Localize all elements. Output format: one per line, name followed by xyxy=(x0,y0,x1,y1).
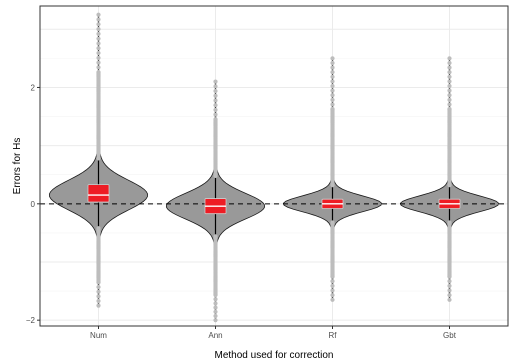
outlier-point xyxy=(213,112,218,117)
outlier-point xyxy=(447,65,452,70)
outlier-point xyxy=(330,279,335,284)
x-axis-title: Method used for correction xyxy=(215,350,334,361)
outlier-point xyxy=(213,301,218,306)
outlier-point xyxy=(96,294,101,299)
outlier-point xyxy=(213,297,218,302)
y-tick-label: 0 xyxy=(31,200,36,209)
outlier-point xyxy=(330,274,335,279)
outlier-point xyxy=(96,289,101,294)
outlier-point xyxy=(213,93,218,98)
outliers-ann xyxy=(213,79,218,323)
outlier-point xyxy=(96,36,101,41)
outlier-point xyxy=(447,79,452,84)
outlier-point xyxy=(330,70,335,75)
outlier-point xyxy=(96,55,101,60)
outlier-point xyxy=(330,288,335,293)
outlier-point xyxy=(96,280,101,285)
outlier-point xyxy=(96,41,101,46)
y-tick-label: 2 xyxy=(31,83,36,92)
outlier-point xyxy=(447,106,452,112)
outlier-point xyxy=(213,88,218,94)
outlier-point xyxy=(447,70,452,75)
outlier-point xyxy=(330,102,335,107)
outlier-point xyxy=(96,60,101,65)
outlier-point xyxy=(330,97,335,102)
outlier-point xyxy=(330,93,335,98)
outlier-point xyxy=(96,46,101,51)
outlier-point xyxy=(447,60,452,66)
outlier-point xyxy=(96,12,101,17)
x-tick-label-num: Num xyxy=(90,331,107,340)
x-tick-label-ann: Ann xyxy=(208,331,222,340)
outlier-point xyxy=(447,88,452,93)
outlier-point xyxy=(96,65,101,70)
outlier-point xyxy=(330,74,335,79)
outlier-point xyxy=(330,283,335,288)
outlier-point xyxy=(447,102,452,107)
outlier-point xyxy=(330,65,335,70)
outlier-point xyxy=(213,117,218,122)
outlier-point xyxy=(447,97,452,102)
outlier-point xyxy=(447,83,452,89)
plot-border xyxy=(39,5,509,327)
outlier-point xyxy=(213,309,218,314)
outlier-point xyxy=(330,60,335,66)
outlier-point xyxy=(330,83,335,89)
outlier-point xyxy=(96,31,101,36)
outlier-point xyxy=(330,79,335,84)
x-axis: Num Ann Rf Gbt xyxy=(90,326,457,340)
outlier-point xyxy=(330,297,335,302)
outlier-point xyxy=(96,303,101,308)
outlier-point xyxy=(213,79,218,84)
outliers-num xyxy=(96,12,101,308)
outlier-point xyxy=(447,74,452,79)
outlier-point xyxy=(330,88,335,93)
outlier-point xyxy=(96,17,101,22)
outlier-point xyxy=(447,93,452,98)
outlier-point xyxy=(213,84,218,89)
boxes-layer xyxy=(87,184,461,215)
outlier-point xyxy=(96,22,101,27)
outlier-point xyxy=(447,293,452,298)
outlier-point xyxy=(447,56,452,61)
outlier-point xyxy=(447,283,452,288)
y-axis: −2 0 2 xyxy=(26,83,40,325)
x-tick-label-gbt: Gbt xyxy=(443,331,457,340)
x-tick-label-rf: Rf xyxy=(329,331,338,340)
outlier-point xyxy=(330,56,335,61)
outlier-point xyxy=(213,318,218,323)
outlier-point xyxy=(447,274,452,279)
outlier-point xyxy=(96,284,101,290)
outlier-point xyxy=(213,107,218,113)
outliers-rf xyxy=(330,56,335,302)
outlier-point xyxy=(447,288,452,293)
y-tick-label: −2 xyxy=(26,316,36,325)
outlier-point xyxy=(447,297,452,302)
outlier-point xyxy=(96,298,101,304)
outlier-point xyxy=(447,279,452,284)
outlier-point xyxy=(213,292,218,298)
outliers-gbt xyxy=(447,56,452,302)
outlier-point xyxy=(96,70,101,75)
outlier-point xyxy=(330,293,335,298)
outlier-point xyxy=(213,103,218,108)
y-axis-title: Errors for Hs xyxy=(12,138,23,195)
box-num xyxy=(87,184,110,203)
outlier-point xyxy=(96,26,101,32)
outlier-point xyxy=(213,98,218,103)
outlier-point xyxy=(96,50,101,56)
outlier-point xyxy=(330,106,335,112)
outlier-point xyxy=(213,305,218,310)
plot-panel xyxy=(40,6,508,326)
outlier-point xyxy=(213,313,218,319)
